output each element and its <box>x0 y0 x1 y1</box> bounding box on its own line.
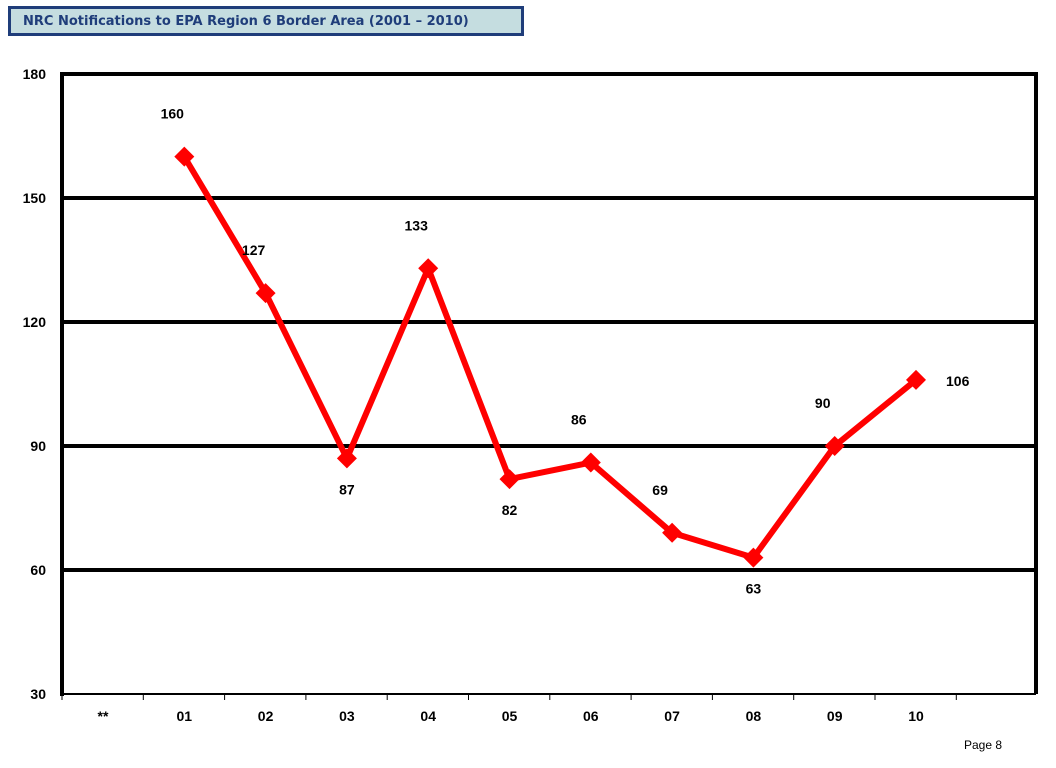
chart-title: NRC Notifications to EPA Region 6 Border… <box>8 6 524 36</box>
data-label: 82 <box>502 502 518 518</box>
data-point-marker <box>174 146 195 167</box>
x-tick-label: 03 <box>339 708 355 724</box>
x-tick-label: 06 <box>583 708 599 724</box>
data-point-marker <box>824 436 845 456</box>
data-point-marker <box>580 452 601 473</box>
data-point-marker <box>255 283 276 304</box>
axes <box>60 72 1038 696</box>
gridlines <box>62 72 1036 572</box>
data-point-marker <box>662 522 683 543</box>
data-label: 90 <box>815 395 831 411</box>
x-tick-label: 09 <box>827 708 843 724</box>
data-label: 127 <box>242 242 266 258</box>
data-label: 87 <box>339 481 355 497</box>
series-line-path <box>181 155 918 561</box>
data-label: 160 <box>161 106 185 122</box>
y-tick-label: 150 <box>23 190 47 206</box>
y-tick-label: 90 <box>30 438 46 454</box>
data-label: 106 <box>946 373 970 389</box>
y-tick-label: 120 <box>23 314 47 330</box>
x-tick-label: 01 <box>177 708 193 724</box>
y-tick-label: 60 <box>30 562 46 578</box>
x-tick-label: 02 <box>258 708 274 724</box>
x-tick-label: 04 <box>420 708 436 724</box>
series-markers <box>174 146 926 568</box>
data-point-marker <box>336 448 357 469</box>
y-tick-label: 180 <box>23 66 47 82</box>
data-label: 86 <box>571 412 587 428</box>
y-axis-ticks: 30 60 90 120 150 180 <box>23 66 47 702</box>
series-line <box>181 155 918 561</box>
x-tick-label: 07 <box>664 708 680 724</box>
data-labels: 160 127 87 133 82 86 69 63 90 106 <box>161 106 970 597</box>
data-label: 133 <box>405 217 429 233</box>
y-tick-label: 30 <box>30 686 46 702</box>
data-point-marker <box>906 369 926 390</box>
data-point-marker <box>743 547 764 568</box>
x-tick-label: 05 <box>502 708 518 724</box>
x-tick-label: 10 <box>908 708 924 724</box>
data-label: 69 <box>652 482 668 498</box>
x-tick-label: ** <box>98 708 109 724</box>
data-point-marker <box>418 258 439 279</box>
data-point-marker <box>499 469 520 490</box>
page-number: Page 8 <box>964 738 1003 752</box>
x-tick-label: 08 <box>746 708 762 724</box>
x-axis-ticks: ** 01 02 03 04 05 06 07 08 09 10 <box>61 694 957 724</box>
data-label: 63 <box>746 581 762 597</box>
